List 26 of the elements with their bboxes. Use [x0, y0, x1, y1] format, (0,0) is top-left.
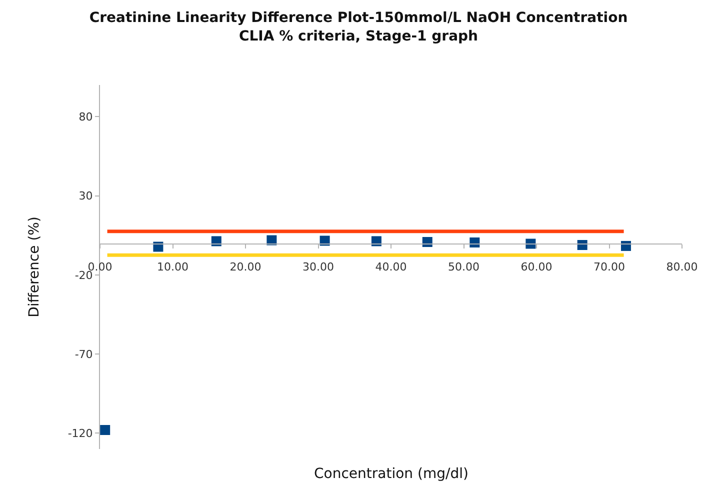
x-tick-label: 30.00: [302, 260, 334, 274]
y-tick-label: -120: [68, 427, 93, 440]
x-tick-label: 10.00: [157, 260, 188, 274]
x-axis-title: Concentration (mg/dl): [314, 466, 468, 482]
x-tick-label: 50.00: [448, 260, 480, 274]
point: [620, 240, 631, 251]
x-tick-label: 20.00: [230, 260, 262, 274]
x-tick-label: 70.00: [594, 260, 625, 274]
x-tick-label: 60.00: [520, 260, 552, 274]
x-tick-label: 80.00: [666, 260, 698, 274]
point: [153, 242, 164, 252]
x-tick-label: 40.00: [375, 260, 407, 274]
y-tick-label: 30: [78, 190, 93, 203]
chart-title: Creatinine Linearity Difference Plot-150mmol/L NaOH Concentration CLIA % criteria, Stage-1 graph: [89, 10, 628, 44]
y-tick-label: 80: [78, 110, 93, 124]
point: [320, 236, 330, 246]
point: [211, 236, 222, 246]
point: [266, 235, 277, 246]
y-axis-title: Difference (%): [26, 216, 42, 318]
point: [100, 425, 110, 436]
point: [577, 240, 588, 250]
point: [422, 236, 432, 247]
point: [526, 238, 536, 249]
y-tick-label: -70: [74, 348, 93, 361]
point: [371, 236, 382, 246]
point: [470, 237, 480, 248]
